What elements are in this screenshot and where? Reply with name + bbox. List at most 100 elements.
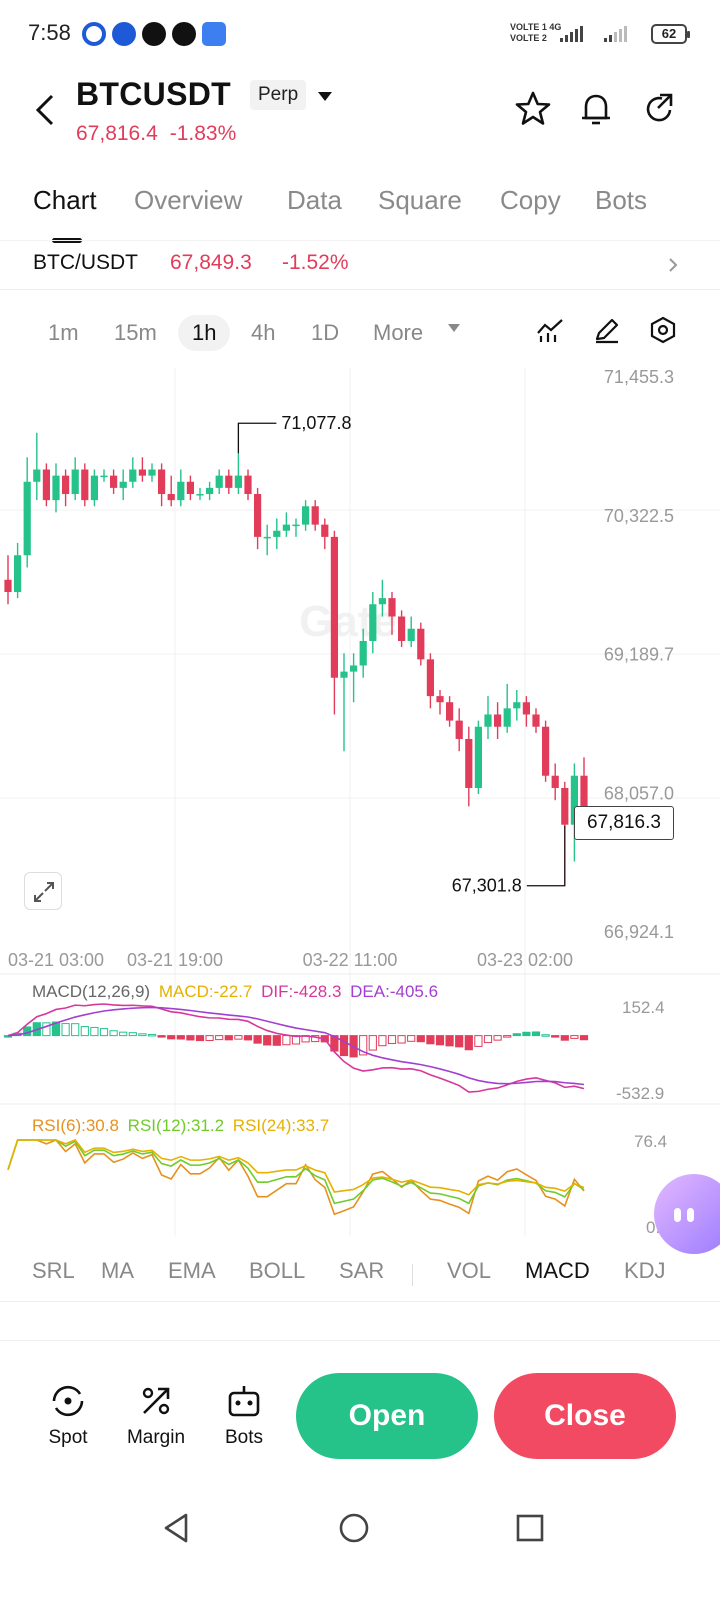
macd-histogram-bar: [579, 1035, 589, 1041]
candle-body: [311, 506, 319, 525]
macd-dif-line: [7, 1003, 585, 1093]
macd-histogram-bar: [243, 1035, 253, 1041]
y-tick-label: 66,924.1: [604, 922, 674, 942]
nav-home-icon[interactable]: [336, 1510, 372, 1546]
macd-histogram-bar: [119, 1031, 128, 1037]
spot-price-row[interactable]: BTC/USDT 67,849.3 -1.52%: [0, 240, 720, 290]
macd-histogram-bar: [128, 1032, 137, 1037]
tab-overview[interactable]: Overview: [134, 185, 243, 215]
bot-icon: [228, 1386, 260, 1417]
rsi-top-value: 76.4: [634, 1132, 668, 1151]
macd-histogram-bar: [426, 1035, 435, 1045]
candle-body: [292, 524, 300, 527]
candle-body: [436, 696, 444, 703]
tab-chart[interactable]: Chart: [33, 185, 97, 215]
caret-down-icon[interactable]: [318, 92, 332, 101]
macd-value: MACD:-22.7: [158, 982, 253, 1001]
macd-histogram-bar: [503, 1035, 512, 1038]
macd-histogram-bar: [176, 1035, 185, 1040]
timeframe-15m[interactable]: 15m: [114, 320, 157, 345]
indicator-vol[interactable]: VOL: [447, 1258, 492, 1283]
macd-histogram-bar: [339, 1035, 349, 1057]
timeframe-1m[interactable]: 1m: [48, 320, 79, 345]
spot-button[interactable]: Spot: [28, 1381, 108, 1449]
tab-bots[interactable]: Bots: [595, 185, 648, 215]
expand-icon[interactable]: [24, 872, 62, 910]
back-arrow-icon[interactable]: [30, 90, 62, 130]
candles: [4, 423, 588, 886]
share-icon[interactable]: [640, 90, 678, 128]
candle-body: [33, 469, 41, 482]
star-icon[interactable]: [514, 90, 552, 128]
macd-histogram-bar: [205, 1035, 214, 1042]
spot-pair: BTC/USDT: [33, 251, 138, 274]
draw-pencil-icon[interactable]: [592, 315, 622, 345]
bots-button[interactable]: Bots: [204, 1381, 284, 1449]
candle-body: [388, 598, 396, 617]
candle-body: [158, 469, 166, 495]
maya-icon: [142, 22, 166, 46]
candle-body: [302, 506, 310, 525]
bell-icon[interactable]: [577, 90, 615, 128]
indicator-ema[interactable]: EMA: [168, 1258, 216, 1283]
x-tick-label: 03-21 03:00: [8, 950, 104, 970]
rsi6-value: RSI(6):30.8: [32, 1116, 119, 1135]
x-axis-ticks: 03-21 03:00 03-21 19:00 03-22 11:00 03-23 0…: [8, 950, 573, 970]
candle-body: [4, 579, 12, 592]
macd-histogram-bar: [167, 1035, 176, 1040]
macd-histogram-bar: [109, 1030, 118, 1037]
last-price-label: 67,816.3: [574, 805, 674, 840]
macd-histogram-bar: [435, 1035, 445, 1046]
header-price: 67,816.4: [76, 122, 158, 145]
margin-button[interactable]: Margin: [116, 1381, 196, 1449]
candle-body: [465, 738, 473, 788]
status-time: 7:58: [28, 20, 71, 45]
candle-body: [494, 714, 502, 727]
macd-histogram-bar: [90, 1026, 99, 1037]
indicator-boll[interactable]: BOLL: [249, 1258, 306, 1283]
indicator-ma[interactable]: MA: [101, 1258, 134, 1283]
indicator-kdj[interactable]: KDJ: [624, 1258, 666, 1283]
nav-back-icon[interactable]: [158, 1510, 194, 1546]
candle-body: [321, 524, 329, 537]
more-caret-icon[interactable]: [448, 324, 460, 332]
candle-body: [522, 702, 530, 715]
network-label: VOLTE 1 4G VOLTE 2: [510, 22, 561, 44]
macd-histogram-bar: [551, 1035, 560, 1038]
macd-histogram-bar: [51, 1021, 61, 1037]
status-bar: 7:58 VOLTE 1 4G VOLTE 2 62: [0, 0, 720, 70]
settings-hex-icon[interactable]: [648, 315, 678, 345]
timeframe-more[interactable]: More: [373, 320, 424, 345]
chart-grid: [0, 368, 720, 1236]
rsi12-value: RSI(12):31.2: [127, 1116, 225, 1135]
chevron-right-icon[interactable]: [668, 257, 678, 273]
timeframe-4h[interactable]: 4h: [251, 320, 276, 345]
price-chart[interactable]: Gate 71,077.8 67,301.8 71,455.3 70,322.5 69…: [0, 368, 720, 1238]
candle-body: [570, 775, 578, 825]
high-low-markers: 71,077.8 67,301.8: [237, 413, 590, 896]
macd-histogram-bar: [215, 1035, 224, 1041]
indicator-chart-icon[interactable]: [535, 315, 565, 345]
candle-body: [196, 494, 204, 496]
macd-histogram-bar: [80, 1026, 89, 1037]
tab-data[interactable]: Data: [287, 185, 342, 215]
symbol-title[interactable]: BTCUSDT: [76, 76, 231, 112]
spot-change: -1.52%: [282, 251, 349, 274]
contract-type-badge[interactable]: Perp: [250, 80, 307, 110]
ai-assistant-bubble[interactable]: [654, 1174, 720, 1254]
timeframe-1h[interactable]: 1h: [178, 315, 231, 351]
close-button[interactable]: Close: [494, 1373, 676, 1459]
tab-square[interactable]: Square: [378, 185, 462, 215]
indicator-srl[interactable]: SRL: [32, 1258, 75, 1283]
macd-histogram-bar: [99, 1028, 109, 1037]
timeframe-1d[interactable]: 1D: [311, 320, 340, 345]
open-button[interactable]: Open: [296, 1373, 478, 1459]
tab-copy[interactable]: Copy: [500, 185, 561, 215]
indicator-sar[interactable]: SAR: [339, 1258, 385, 1283]
candle-body: [90, 475, 98, 501]
nav-recents-icon[interactable]: [512, 1510, 548, 1546]
indicator-macd[interactable]: MACD: [525, 1258, 590, 1283]
chart-canvas[interactable]: Gate 71,077.8 67,301.8 71,455.3 70,322.5 69…: [0, 368, 720, 1238]
macd-legend: MACD(12,26,9) MACD:-22.7 DIF:-428.3 DEA:…: [32, 982, 438, 1002]
candle-body: [23, 481, 31, 556]
